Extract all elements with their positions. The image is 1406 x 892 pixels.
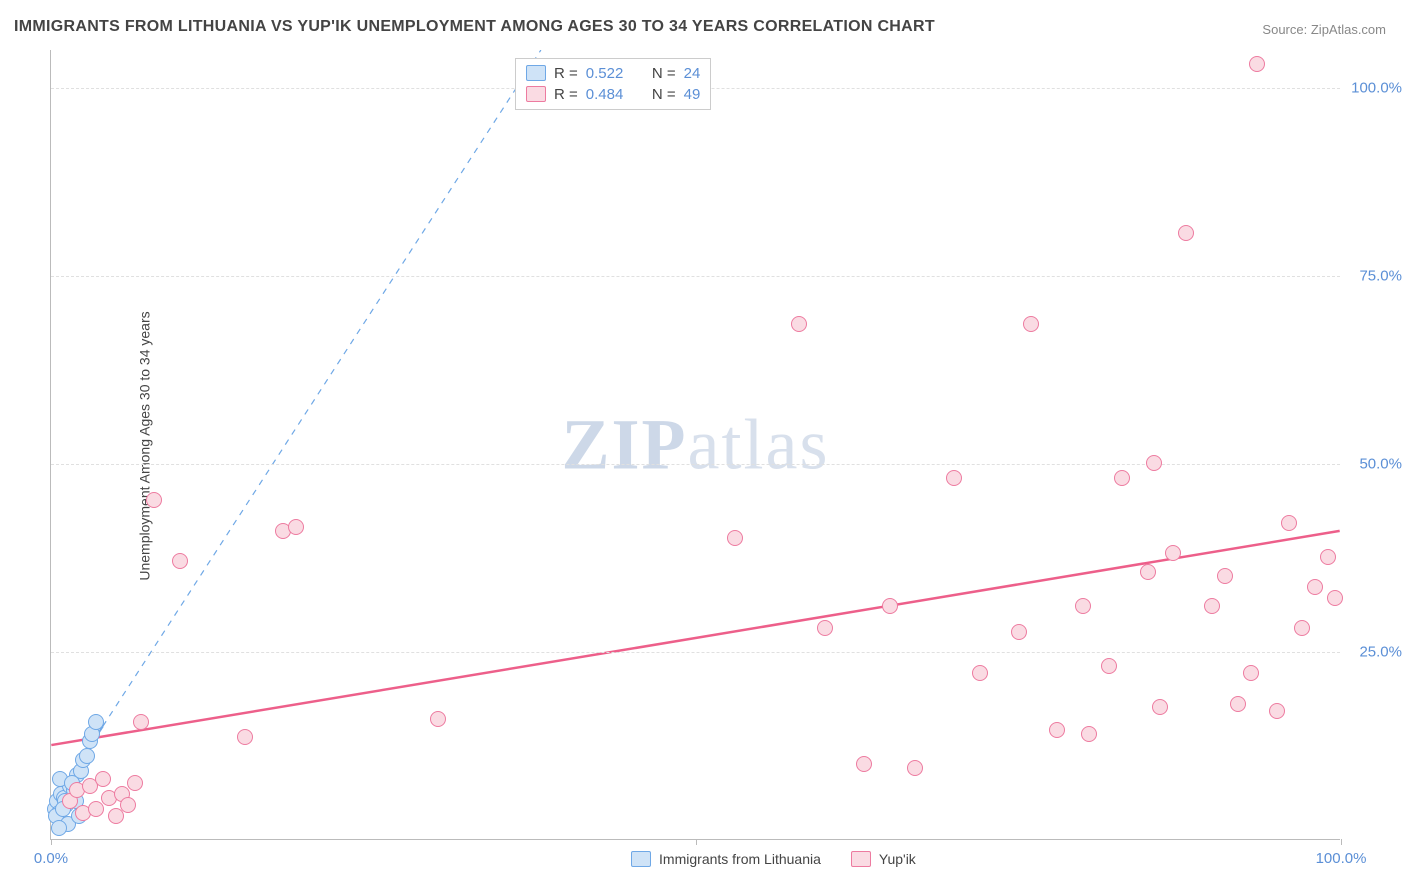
legend-n-value: 24: [684, 65, 701, 82]
data-point: [79, 748, 95, 764]
data-point: [817, 620, 833, 636]
data-point: [1075, 598, 1091, 614]
x-tick-mark: [696, 839, 697, 845]
data-point: [946, 470, 962, 486]
legend-r-value: 0.522: [586, 65, 624, 82]
watermark: ZIPatlas: [562, 403, 830, 486]
x-tick-label: 0.0%: [34, 850, 68, 867]
data-point: [1101, 658, 1117, 674]
data-point: [1049, 722, 1065, 738]
series-legend: Immigrants from Lithuania Yup'ik: [631, 851, 916, 867]
data-point: [430, 711, 446, 727]
data-point: [1204, 598, 1220, 614]
data-point: [1307, 579, 1323, 595]
data-point: [907, 760, 923, 776]
y-tick-label: 100.0%: [1351, 79, 1402, 96]
legend-item: Yup'ik: [851, 851, 916, 867]
trend-lines-layer: [51, 50, 1340, 839]
legend-label: Yup'ik: [879, 851, 916, 867]
data-point: [1230, 696, 1246, 712]
data-point: [108, 808, 124, 824]
legend-swatch: [526, 86, 546, 102]
data-point: [1281, 515, 1297, 531]
data-point: [1294, 620, 1310, 636]
scatter-plot-area: ZIPatlas 25.0%50.0%75.0%100.0%0.0%100.0%…: [50, 50, 1340, 840]
data-point: [1140, 564, 1156, 580]
data-point: [88, 714, 104, 730]
data-point: [146, 492, 162, 508]
data-point: [1081, 726, 1097, 742]
data-point: [791, 316, 807, 332]
legend-swatch: [631, 851, 651, 867]
data-point: [51, 820, 67, 836]
y-tick-label: 75.0%: [1359, 267, 1402, 284]
data-point: [1011, 624, 1027, 640]
data-point: [88, 801, 104, 817]
data-point: [972, 665, 988, 681]
data-point: [856, 756, 872, 772]
legend-item: Immigrants from Lithuania: [631, 851, 821, 867]
data-point: [237, 729, 253, 745]
legend-n-value: 49: [684, 86, 701, 103]
gridline-h: [51, 276, 1340, 277]
data-point: [1165, 545, 1181, 561]
x-tick-mark: [51, 839, 52, 845]
x-tick-label: 100.0%: [1316, 850, 1367, 867]
data-point: [288, 519, 304, 535]
data-point: [95, 771, 111, 787]
legend-r-value: 0.484: [586, 86, 624, 103]
chart-title: IMMIGRANTS FROM LITHUANIA VS YUP'IK UNEM…: [14, 18, 935, 36]
data-point: [1152, 699, 1168, 715]
data-point: [1327, 590, 1343, 606]
source-label: Source:: [1262, 22, 1307, 37]
data-point: [1249, 56, 1265, 72]
data-point: [1320, 549, 1336, 565]
source-link[interactable]: ZipAtlas.com: [1311, 22, 1386, 37]
data-point: [1114, 470, 1130, 486]
gridline-h: [51, 652, 1340, 653]
data-point: [882, 598, 898, 614]
data-point: [127, 775, 143, 791]
data-point: [120, 797, 136, 813]
correlation-legend: R = 0.522 N = 24R = 0.484 N = 49: [515, 58, 711, 110]
y-tick-label: 25.0%: [1359, 643, 1402, 660]
legend-label: Immigrants from Lithuania: [659, 851, 821, 867]
legend-swatch: [526, 65, 546, 81]
x-tick-mark: [1341, 839, 1342, 845]
legend-swatch: [851, 851, 871, 867]
data-point: [727, 530, 743, 546]
data-point: [1243, 665, 1259, 681]
data-point: [1023, 316, 1039, 332]
data-point: [1217, 568, 1233, 584]
y-tick-label: 50.0%: [1359, 455, 1402, 472]
data-point: [133, 714, 149, 730]
data-point: [1269, 703, 1285, 719]
data-point: [1146, 455, 1162, 471]
data-point: [172, 553, 188, 569]
source-attribution: Source: ZipAtlas.com: [1262, 22, 1386, 37]
data-point: [1178, 225, 1194, 241]
